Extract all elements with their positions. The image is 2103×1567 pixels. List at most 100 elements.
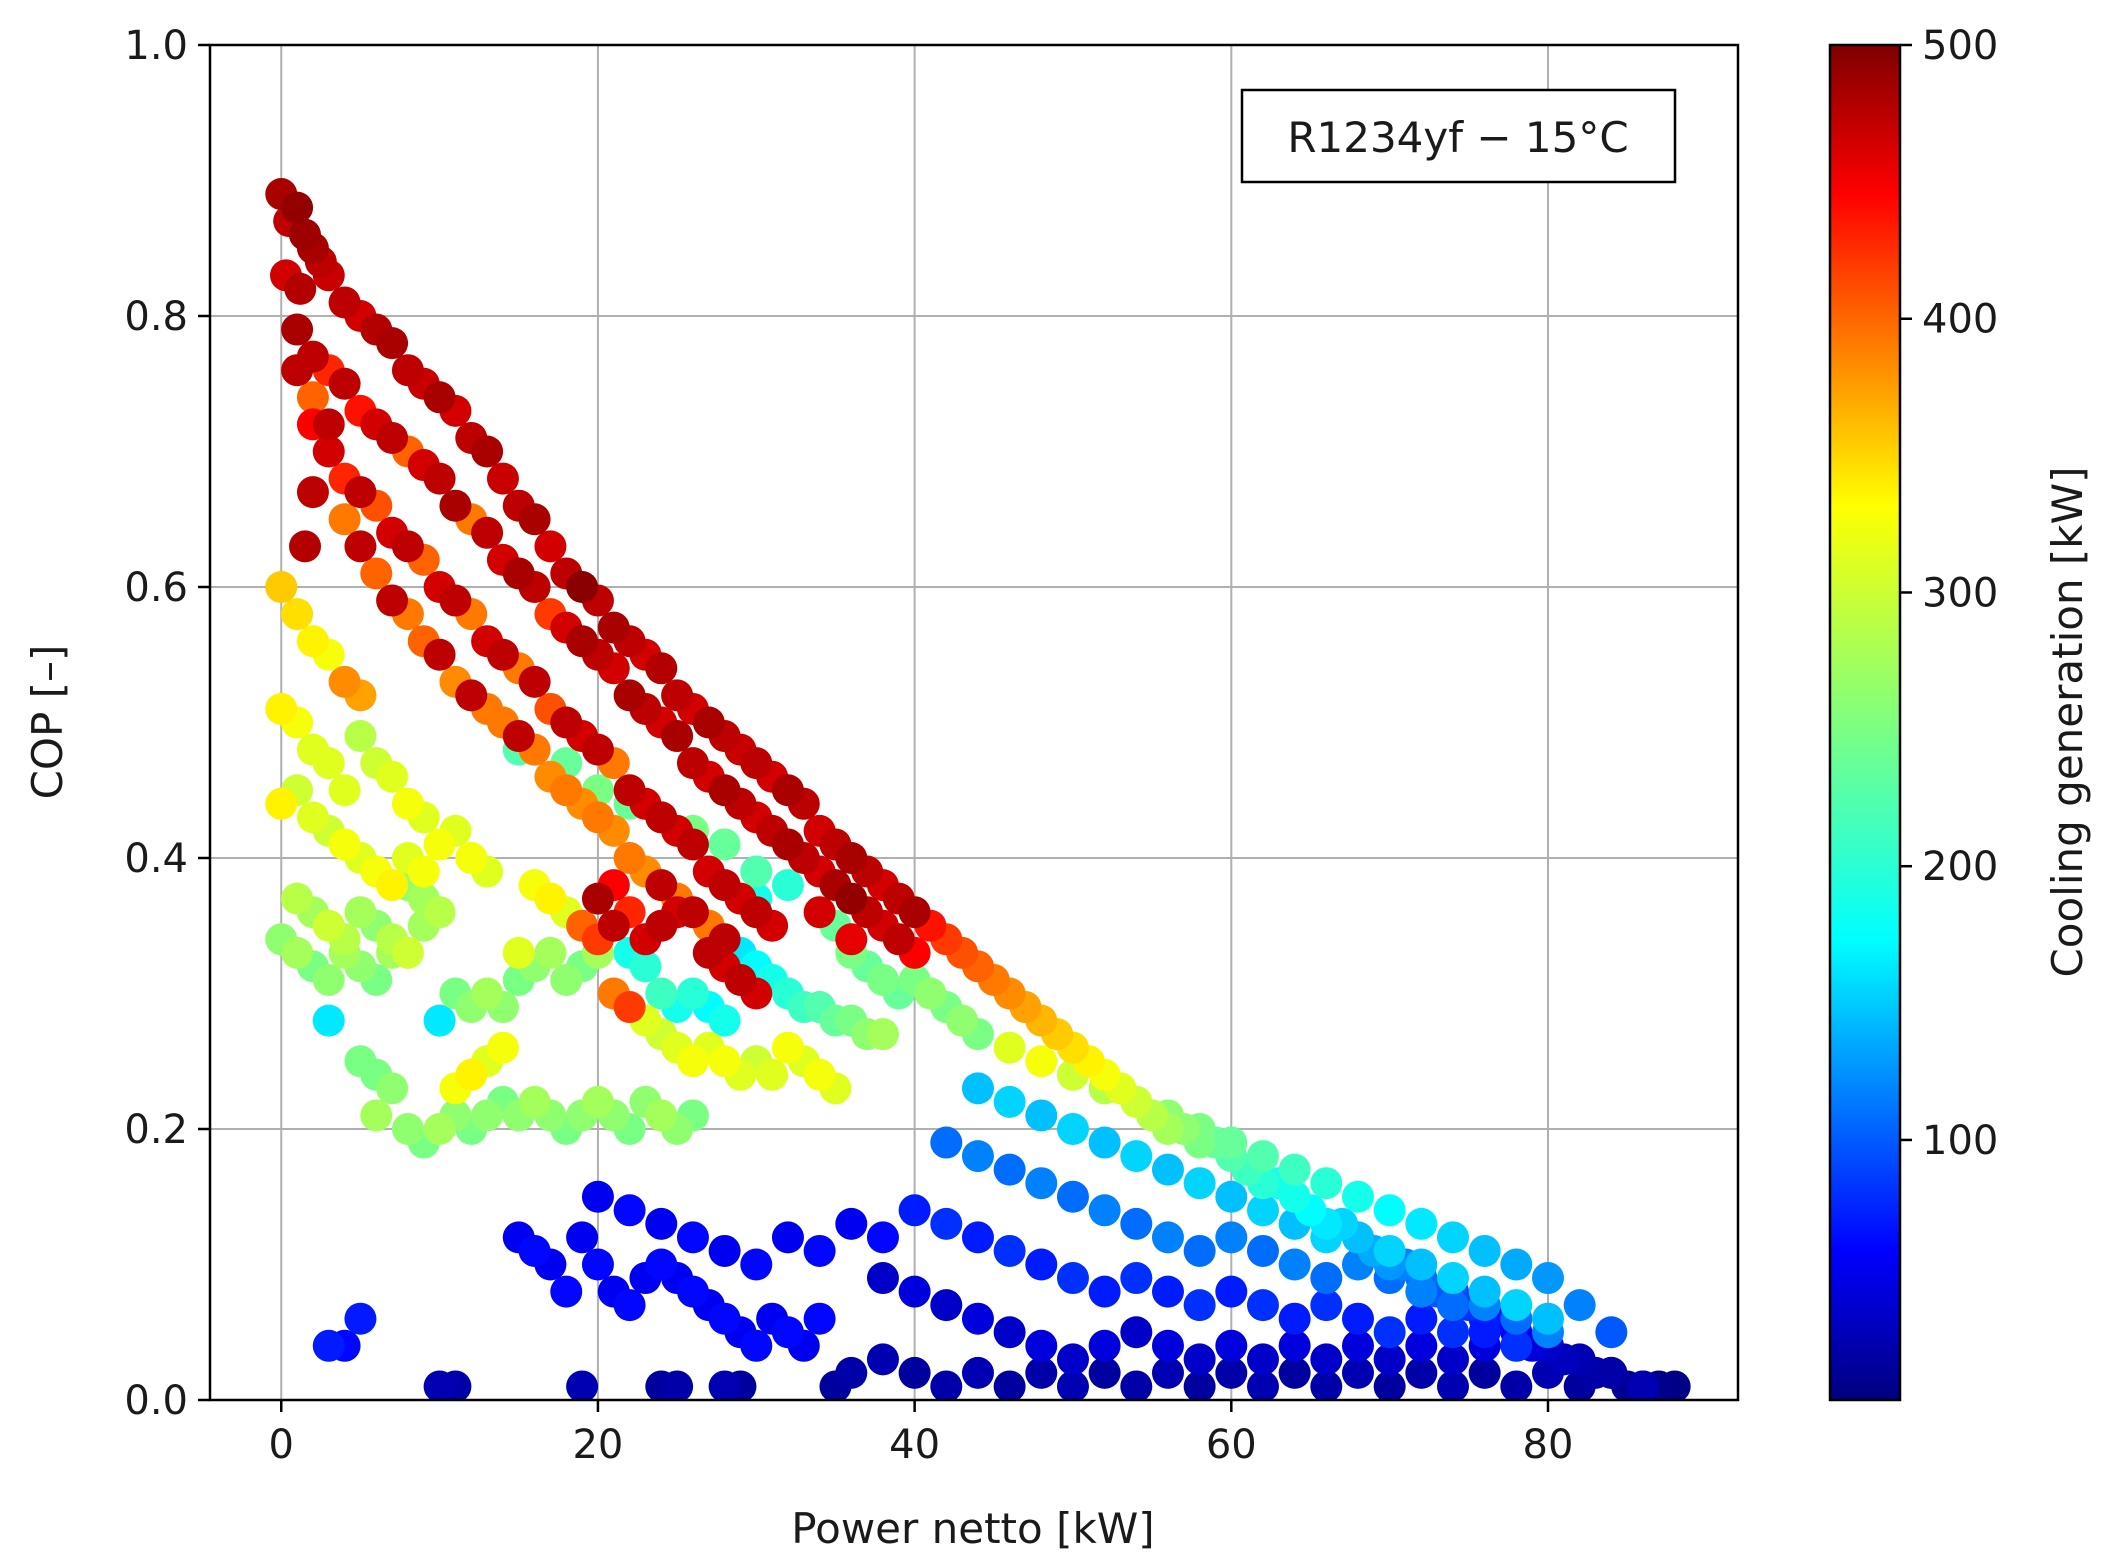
data-point [1341,1302,1374,1335]
data-point [471,1099,504,1132]
x-axis-ticks: 0 20 40 60 80 [269,1400,1574,1468]
data-point [328,367,361,400]
data-point [376,584,409,617]
data-point [740,747,773,780]
data-point [518,1085,551,1118]
data-point [281,882,314,915]
data-point [1341,1329,1374,1362]
data-point [1405,1207,1438,1240]
data-point [1310,1343,1343,1376]
data-point [930,1207,963,1240]
data-point [376,760,409,793]
data-point [265,692,298,725]
data-point [708,774,741,807]
x-tick-label: 60 [1206,1422,1257,1468]
data-point [676,977,709,1010]
data-point [835,1207,868,1240]
data-point [1468,1356,1501,1389]
data-point [1056,1113,1089,1145]
data-point [328,286,361,319]
data-point [296,801,329,834]
data-point [645,801,678,834]
data-point [1310,1289,1343,1322]
x-tick-label: 0 [269,1422,294,1468]
data-point [771,828,804,861]
data-point [756,1058,789,1091]
data-point [486,638,519,671]
data-point [1595,1316,1628,1349]
x-tick-label: 40 [889,1422,940,1468]
data-point [534,882,567,915]
data-point [866,963,899,996]
data-point [566,1221,599,1254]
data-point [835,1356,868,1389]
data-point [1088,1356,1121,1389]
data-point [724,963,757,996]
data-point [708,869,741,902]
data-point [455,842,488,874]
data-point [866,1221,899,1254]
data-point [961,1140,994,1173]
data-point [1056,1343,1089,1376]
x-tick-label: 80 [1523,1422,1574,1468]
data-point [423,381,456,414]
data-point [581,1180,614,1213]
data-point [930,1289,963,1322]
data-point [1310,1262,1343,1295]
data-point [1215,1329,1248,1362]
data-point [1373,1316,1406,1349]
data-point [344,720,377,753]
plot-frame [208,43,1740,1402]
data-point [645,909,678,942]
data-point [1341,1180,1374,1213]
data-point [1025,1045,1058,1078]
data-point [581,733,614,766]
data-point [281,598,314,631]
data-point [1246,1234,1279,1267]
data-point [1278,1356,1311,1389]
data-point [835,842,868,874]
data-point [1056,1180,1089,1213]
data-point [692,936,725,969]
data-point [265,571,298,603]
data-point [328,828,361,861]
colorbar-gradient [1828,43,1902,1402]
data-point [835,882,868,915]
data-point [344,476,377,509]
data-point [471,435,504,468]
data-point [471,516,504,549]
data-point [391,530,424,563]
data-point [391,354,424,387]
data-point [613,1194,646,1227]
data-point [423,638,456,671]
data-point [312,963,345,996]
data-point [1373,1370,1406,1400]
data-point [423,828,456,861]
data-point [1468,1234,1501,1267]
data-point [1151,1356,1184,1389]
data-point [882,923,915,956]
data-point [1500,1289,1533,1322]
data-point [613,842,646,874]
data-point [581,882,614,915]
data-point [296,381,329,414]
data-point [676,828,709,861]
data-point [550,1275,583,1308]
data-point [1151,1221,1184,1254]
data-point [1310,1167,1343,1200]
data-point [1246,1343,1279,1376]
legend-annotation: R1234yf − 15°C [1287,113,1628,162]
data-point [740,1248,773,1281]
data-point [1278,1153,1311,1186]
data-point [344,1302,377,1335]
data-point [328,774,361,807]
data-point [1088,1194,1121,1227]
data-point [1436,1262,1469,1295]
data-point [835,923,868,956]
data-point [613,774,646,807]
data-point [312,909,345,942]
data-point [993,1316,1026,1349]
data-point [740,896,773,929]
data-point [866,1343,899,1376]
data-point [344,530,377,563]
